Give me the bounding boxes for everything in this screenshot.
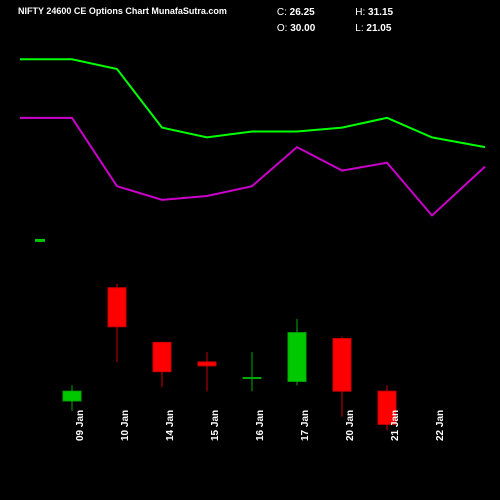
x-tick-label: 21 Jan [390,410,401,441]
candle-body [63,391,81,401]
x-tick-label: 16 Jan [255,410,266,441]
x-tick-label: 17 Jan [300,410,311,441]
x-tick-label: 14 Jan [165,410,176,441]
x-tick-label: 22 Jan [435,410,446,441]
x-tick-label: 10 Jan [120,410,131,441]
chart-container: NIFTY 24600 CE Options Chart MunafaSutra… [0,0,500,500]
x-tick-label: 15 Jan [210,410,221,441]
candle-body [198,362,216,366]
x-tick-label: 09 Jan [75,410,86,441]
candle-body [288,333,306,382]
candle-body [243,378,261,379]
x-tick-label: 20 Jan [345,410,356,441]
candle-body [333,338,351,391]
marker-tick [35,239,45,242]
candle-body [153,342,171,371]
overlay-line-green [20,59,485,147]
candle-body [108,288,126,327]
